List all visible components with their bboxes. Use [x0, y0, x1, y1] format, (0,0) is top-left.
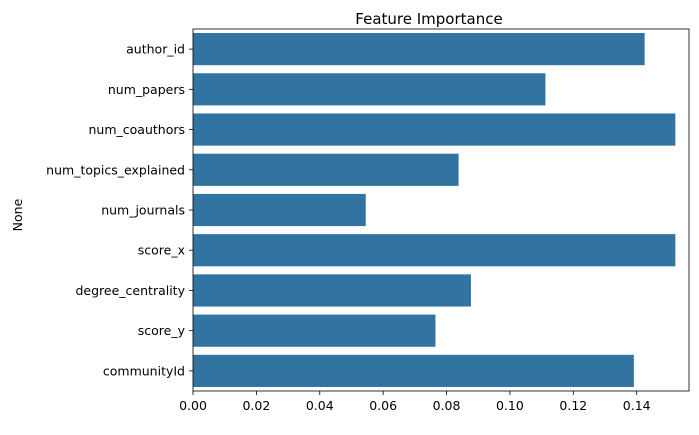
- bar-score_y: [193, 314, 436, 347]
- bar-communityId: [193, 354, 634, 387]
- bars-group: [193, 33, 676, 387]
- x-tick-label: 0.12: [559, 398, 587, 413]
- y-tick-label: communityId: [103, 363, 185, 378]
- x-tick-label: 0.10: [496, 398, 524, 413]
- bar-score_x: [193, 234, 676, 267]
- x-tick-label: 0.04: [306, 398, 334, 413]
- bar-num_papers: [193, 73, 546, 106]
- y-tick-label: num_coauthors: [89, 122, 186, 137]
- y-tick-label: score_x: [138, 243, 185, 258]
- y-tick-label: author_id: [126, 42, 185, 57]
- y-ticks-group: author_id num_papers num_coauthors num_topi…: [46, 42, 193, 378]
- bar-num_coauthors: [193, 113, 676, 146]
- y-tick-label: num_topics_explained: [46, 162, 185, 177]
- bar-num_journals: [193, 193, 366, 227]
- bar-degree_centrality: [193, 274, 471, 307]
- y-tick-label: degree_centrality: [76, 283, 186, 298]
- plot-frame: [192, 28, 690, 392]
- chart-title: Feature Importance: [355, 10, 502, 28]
- x-tick-label: 0.02: [242, 398, 270, 413]
- y-tick-label: score_y: [138, 323, 186, 338]
- bar-num_topics_explained: [193, 153, 459, 186]
- y-tick-label: num_papers: [108, 82, 185, 97]
- y-tick-label: num_journals: [101, 203, 185, 218]
- x-ticks-group: 0.00 0.02 0.04 0.06 0.08 0.10 0.12 0.14: [179, 391, 651, 413]
- bar-author_id: [193, 33, 645, 66]
- y-axis-label: None: [10, 198, 25, 231]
- x-tick-label: 0.06: [369, 398, 397, 413]
- x-tick-label: 0.08: [433, 398, 461, 413]
- x-tick-label: 0.00: [179, 398, 207, 413]
- x-tick-label: 0.14: [623, 398, 651, 413]
